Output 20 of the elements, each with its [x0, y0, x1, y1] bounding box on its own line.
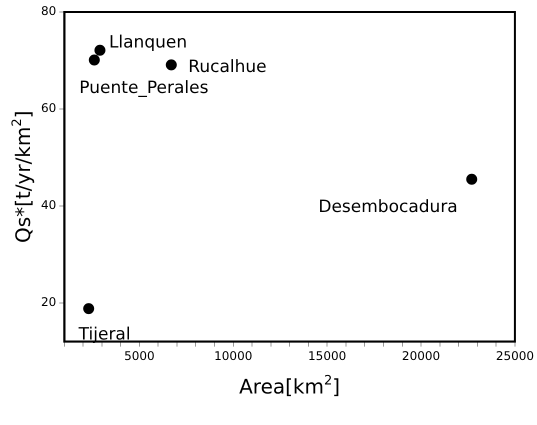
annotation: Rucalhue — [188, 56, 267, 77]
point — [466, 174, 478, 185]
y-tick-label: 20 — [40, 294, 56, 309]
y-tick-label: 60 — [40, 101, 56, 116]
annotation: Tijeral — [78, 324, 131, 345]
y-tick-label: 80 — [40, 4, 56, 18]
point — [166, 59, 177, 70]
annotation: Puente_Perales — [79, 78, 209, 98]
x-tick-label: 10000 — [214, 348, 252, 363]
x-tick-label: 25000 — [496, 348, 534, 363]
point — [94, 44, 106, 56]
x-tick-label: 15000 — [308, 348, 346, 363]
x-tick-label: 5000 — [124, 348, 155, 363]
annotation: Desembocadura — [318, 197, 458, 218]
point — [83, 303, 94, 314]
y-axis-title: Qs*[t/yr/km2] — [10, 110, 35, 244]
x-tick-label: 20000 — [402, 348, 440, 363]
annotation: Llanquen — [108, 32, 188, 52]
point — [88, 54, 100, 66]
y-tick-label: 40 — [40, 198, 56, 212]
